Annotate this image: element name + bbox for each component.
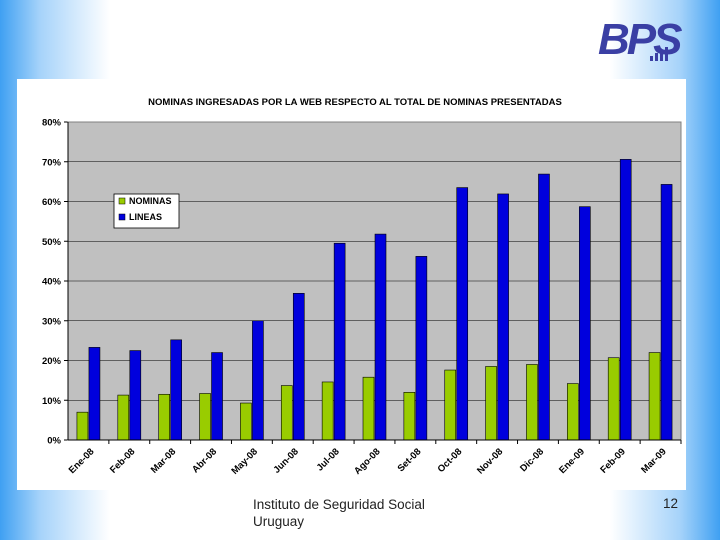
bps-logo: BPS (598, 15, 685, 64)
x-tick-label: May-08 (229, 446, 260, 477)
bar-lineas-dic-08 (538, 173, 550, 441)
x-tick-label: Ago-08 (352, 446, 383, 477)
x-tick-label: Mar-08 (149, 446, 178, 475)
bar-lineas-ago-08 (374, 233, 387, 441)
bar-nominas-may-08 (240, 402, 252, 441)
bar-lineas-feb-09 (619, 159, 632, 441)
bar-lineas-ene-09 (579, 206, 591, 441)
footer-org-line2: Uruguay (253, 514, 305, 529)
chart-title: NOMINAS INGRESADAS POR LA WEB RESPECTO A… (148, 97, 562, 108)
bar-nominas-ago-08 (362, 376, 375, 441)
bar-nominas-set-08 (403, 391, 416, 441)
bar-lineas-may-08 (252, 320, 264, 441)
x-tick-label: Set-08 (396, 446, 424, 474)
bar-lineas-jun-08 (292, 293, 305, 441)
x-tick-label: Feb-08 (108, 446, 137, 475)
bar-nominas-jun-08 (280, 385, 293, 441)
chart-container: NOMINAS INGRESADAS POR LA WEB RESPECTO A… (17, 79, 686, 490)
y-tick-label: 60% (42, 197, 62, 208)
bar-lineas-ene-08 (88, 347, 101, 441)
y-tick-label: 50% (42, 237, 62, 248)
bar-nominas-oct-08 (444, 369, 457, 441)
footer-org-line1: Instituto de Seguridad Social (253, 497, 425, 512)
y-tick-label: 0% (47, 436, 61, 447)
bar-nominas-mar-09 (648, 352, 661, 441)
bar-chart: NOMINAS INGRESADAS POR LA WEB RESPECTO A… (42, 97, 682, 477)
bps-logo-text: BPS (598, 15, 682, 64)
x-tick-label: Abr-08 (190, 446, 219, 475)
x-tick-label: Ene-09 (557, 446, 587, 476)
x-tick-label: Ene-08 (67, 446, 97, 476)
legend-swatch-lineas (118, 213, 126, 221)
bar-nominas-feb-08 (117, 394, 130, 441)
legend-swatch-nominas (118, 197, 126, 205)
bar-lineas-feb-08 (129, 350, 142, 441)
x-tick-label: Dic-08 (518, 446, 546, 474)
bar-lineas-abr-08 (211, 352, 223, 441)
footer-organization: Instituto de Seguridad Social Uruguay (253, 496, 483, 530)
bar-lineas-mar-08 (170, 339, 182, 441)
y-tick-label: 80% (42, 118, 62, 129)
x-tick-label: Jun-08 (271, 446, 300, 475)
bar-nominas-ene-08 (76, 411, 89, 441)
y-tick-label: 20% (42, 356, 62, 367)
y-tick-label: 40% (42, 277, 62, 288)
bar-nominas-abr-08 (199, 393, 211, 441)
bar-nominas-feb-09 (607, 357, 620, 441)
bar-lineas-mar-09 (660, 184, 673, 441)
bar-nominas-nov-08 (485, 366, 497, 441)
legend-label-lineas: LINEAS (129, 212, 162, 222)
x-tick-label: Nov-08 (475, 446, 505, 476)
bar-lineas-oct-08 (456, 187, 469, 441)
bar-lineas-nov-08 (497, 193, 509, 441)
bar-lineas-jul-08 (333, 242, 346, 441)
page-number: 12 (662, 496, 678, 511)
bar-nominas-jul-08 (321, 381, 334, 441)
y-tick-label: 30% (42, 316, 62, 327)
bar-nominas-ene-09 (567, 383, 579, 441)
y-tick-label: 10% (42, 396, 62, 407)
bar-lineas-set-08 (415, 256, 428, 441)
bar-nominas-mar-08 (158, 393, 170, 441)
x-tick-label: Oct-08 (436, 446, 465, 475)
x-tick-label: Jul-08 (315, 446, 342, 473)
x-tick-label: Feb-09 (598, 446, 627, 475)
x-tick-label: Mar-09 (639, 446, 668, 475)
y-tick-label: 70% (42, 157, 62, 168)
bar-nominas-dic-08 (526, 364, 538, 441)
legend-label-nominas: NOMINAS (129, 196, 172, 206)
